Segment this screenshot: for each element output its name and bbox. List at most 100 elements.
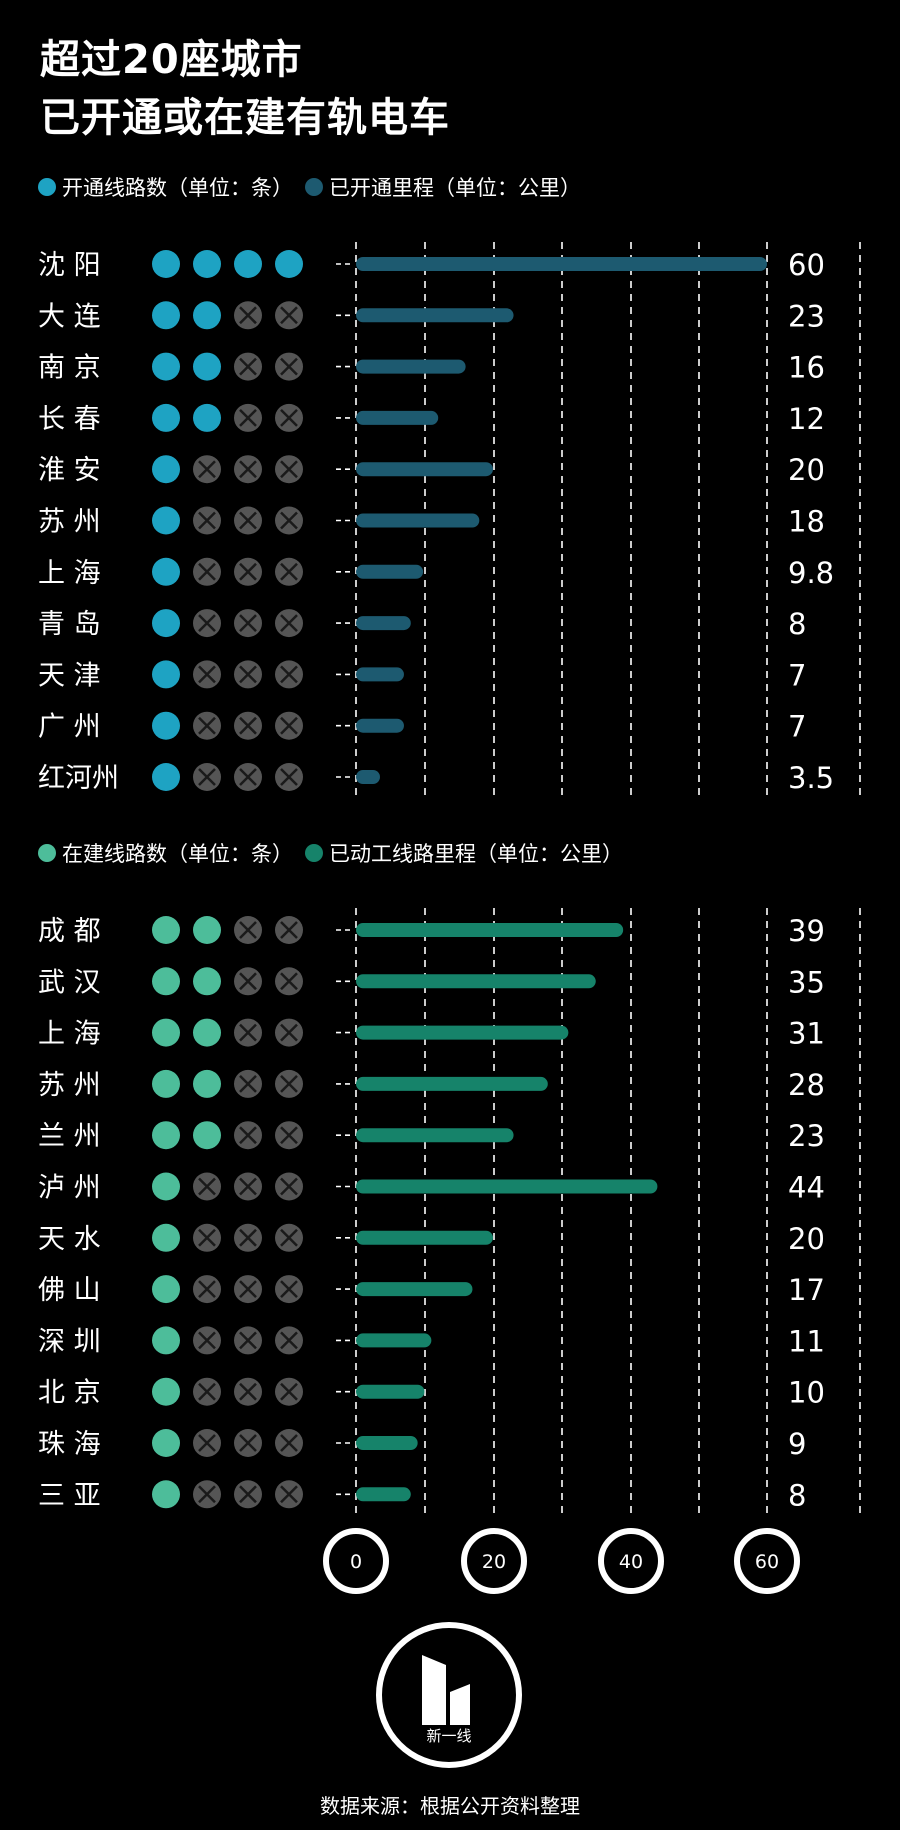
value-label: 3.5 bbox=[788, 761, 834, 795]
legend-label-opened-km: 已开通里程（单位：公里） bbox=[329, 176, 581, 200]
value-label: 39 bbox=[788, 914, 825, 948]
cross-icon bbox=[280, 460, 298, 479]
line-count-dot bbox=[152, 352, 180, 381]
line-count-dot bbox=[152, 1480, 180, 1509]
cross-icon bbox=[280, 716, 298, 735]
cross-icon bbox=[239, 1434, 257, 1452]
line-count-dot bbox=[275, 250, 303, 278]
cross-icon bbox=[239, 460, 257, 479]
cross-icon bbox=[198, 1228, 216, 1247]
cross-icon bbox=[280, 972, 298, 991]
axis-tick-label: 20 bbox=[482, 1551, 506, 1573]
km-bar bbox=[356, 359, 466, 374]
cross-icon bbox=[280, 1331, 298, 1350]
city-label: 苏 州 bbox=[38, 507, 101, 538]
chart-title-line-1: 超过20座城市 bbox=[40, 37, 303, 83]
value-label: 23 bbox=[788, 1119, 825, 1153]
value-label: 28 bbox=[788, 1068, 825, 1102]
cross-icon bbox=[198, 562, 216, 581]
km-bar bbox=[356, 770, 380, 784]
km-bar bbox=[356, 1487, 411, 1502]
line-count-dot bbox=[152, 250, 180, 278]
cross-icon bbox=[239, 357, 257, 376]
value-label: 18 bbox=[788, 505, 825, 539]
cross-icon bbox=[239, 1126, 257, 1145]
km-bar bbox=[356, 1436, 418, 1450]
cross-icon bbox=[198, 1331, 216, 1350]
km-bar bbox=[356, 718, 404, 733]
cross-icon bbox=[280, 1075, 298, 1093]
cross-icon bbox=[239, 409, 257, 427]
value-label: 9 bbox=[788, 1427, 806, 1461]
line-count-dot bbox=[152, 1223, 180, 1252]
data-source: 数据来源：根据公开资料整理 bbox=[320, 1794, 580, 1818]
value-label: 11 bbox=[788, 1324, 825, 1358]
cross-icon bbox=[280, 1485, 298, 1504]
cross-icon bbox=[280, 665, 298, 684]
km-bar bbox=[356, 1128, 514, 1143]
city-label: 红河州 bbox=[38, 763, 119, 794]
cross-icon bbox=[239, 1023, 257, 1042]
km-bar bbox=[356, 513, 480, 528]
value-label: 8 bbox=[788, 607, 806, 641]
cross-icon bbox=[239, 1177, 257, 1196]
km-bar bbox=[356, 616, 411, 631]
cross-icon bbox=[239, 665, 257, 684]
city-label: 佛 山 bbox=[38, 1275, 101, 1306]
cross-icon bbox=[280, 1434, 298, 1452]
city-label: 苏 州 bbox=[38, 1070, 101, 1101]
axis-tick-ring bbox=[461, 1528, 527, 1594]
axis-tick-label: 0 bbox=[350, 1551, 362, 1573]
km-bar bbox=[356, 1025, 569, 1040]
city-label: 武 汉 bbox=[38, 967, 101, 998]
value-label: 31 bbox=[788, 1017, 825, 1051]
cross-icon bbox=[198, 511, 216, 530]
km-bar bbox=[356, 974, 596, 989]
cross-icon bbox=[239, 306, 257, 325]
line-count-dot bbox=[152, 660, 180, 689]
legend-label-building-km: 已动工线路里程（单位：公里） bbox=[329, 842, 623, 866]
cross-icon bbox=[198, 1485, 216, 1504]
legend-dot-building-km bbox=[305, 844, 323, 862]
km-bar bbox=[356, 1179, 658, 1194]
cross-icon bbox=[280, 1177, 298, 1196]
line-count-dot bbox=[152, 1121, 180, 1150]
cross-icon bbox=[198, 460, 216, 479]
city-label: 大 连 bbox=[38, 301, 101, 332]
legend-label-building-lines: 在建线路数（单位：条） bbox=[62, 842, 293, 866]
cross-icon bbox=[280, 921, 298, 939]
city-label: 广 州 bbox=[38, 712, 101, 743]
line-count-dot bbox=[152, 506, 180, 535]
cross-icon bbox=[280, 768, 298, 786]
cross-icon bbox=[239, 1228, 257, 1247]
line-count-dot bbox=[193, 967, 221, 996]
km-bar bbox=[356, 667, 404, 682]
line-count-dot bbox=[193, 403, 221, 432]
line-count-dot bbox=[193, 1069, 221, 1098]
legend-dot-opened-lines bbox=[38, 178, 56, 196]
legend-dot-opened-km bbox=[305, 178, 323, 196]
logo-text: 新一线 bbox=[426, 1727, 472, 1745]
value-label: 60 bbox=[788, 248, 825, 282]
line-count-dot bbox=[193, 1121, 221, 1150]
city-label: 沈 阳 bbox=[38, 250, 101, 281]
line-count-dot bbox=[152, 1018, 180, 1047]
cross-icon bbox=[198, 1280, 216, 1298]
line-count-dot bbox=[152, 403, 180, 432]
city-label: 北 京 bbox=[38, 1378, 101, 1409]
chart-title-line-2: 已开通或在建有轨电车 bbox=[40, 95, 450, 141]
km-bar bbox=[356, 1384, 425, 1399]
value-label: 23 bbox=[788, 299, 825, 333]
city-label: 长 春 bbox=[38, 404, 101, 435]
city-label: 青 岛 bbox=[38, 609, 101, 640]
line-count-dot bbox=[193, 250, 221, 278]
city-label: 兰 州 bbox=[38, 1121, 101, 1152]
km-bar bbox=[356, 308, 514, 323]
cross-icon bbox=[280, 1126, 298, 1145]
cross-icon bbox=[280, 511, 298, 530]
km-bar bbox=[356, 564, 424, 579]
value-label: 35 bbox=[788, 965, 825, 999]
legend-building: 在建线路数（单位：条） 已动工线路里程（单位：公里） bbox=[38, 838, 623, 868]
km-bar bbox=[356, 1333, 432, 1348]
axis-tick-label: 40 bbox=[619, 1551, 643, 1573]
